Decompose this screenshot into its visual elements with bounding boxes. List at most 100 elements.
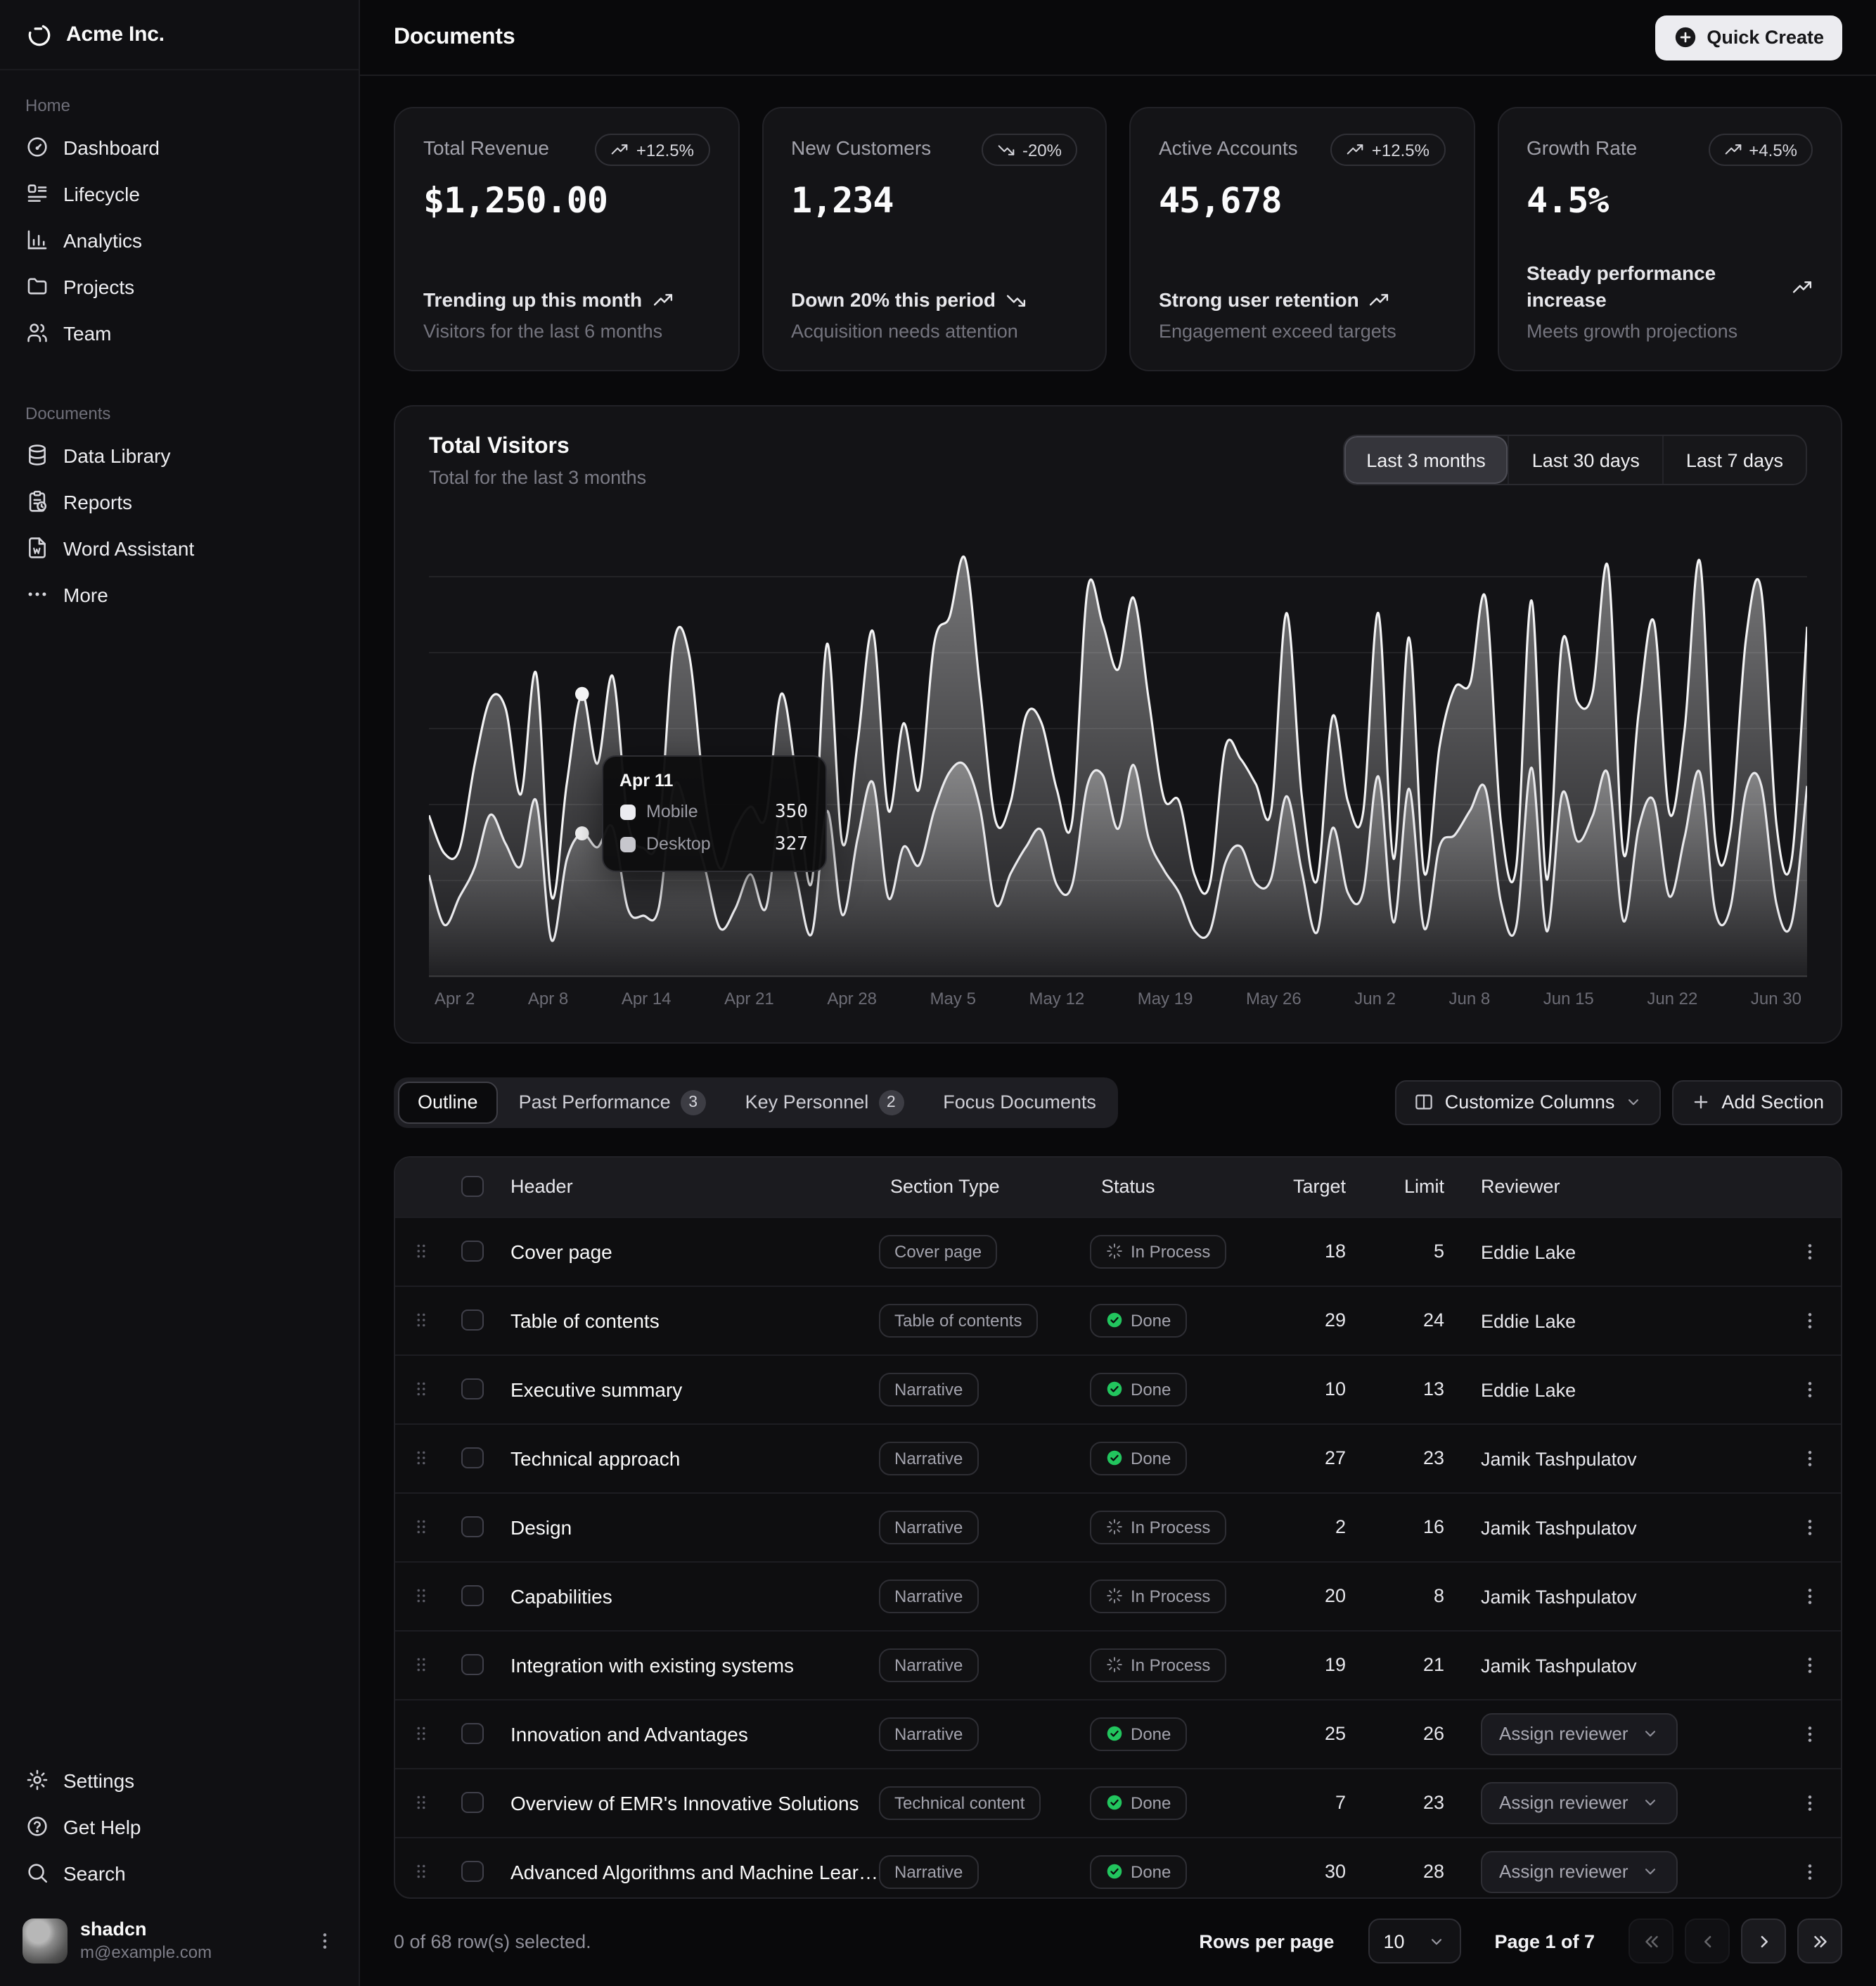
assign-reviewer-select[interactable]: Assign reviewer [1481,1712,1678,1755]
target-value[interactable]: 30 [1261,1861,1360,1882]
target-value[interactable]: 18 [1261,1241,1360,1262]
table-row: Overview of EMR's Innovative Solutions T… [395,1767,1841,1836]
view-tab[interactable]: Focus Documents [925,1081,1114,1123]
drag-handle-icon[interactable] [410,1241,431,1262]
limit-value[interactable]: 23 [1360,1447,1458,1468]
sidebar-footer-item[interactable]: Get Help [14,1803,345,1850]
quick-create-button[interactable]: Quick Create [1655,15,1842,60]
view-tab[interactable]: Past Performance 3 [501,1081,724,1123]
chart-range-option[interactable]: Last 7 days [1662,436,1806,484]
row-checkbox[interactable] [462,1654,484,1676]
area-chart[interactable]: Apr 11 Mobile 350 Desktop 327 [429,513,1807,978]
select-all-checkbox[interactable] [462,1176,484,1198]
limit-value[interactable]: 23 [1360,1792,1458,1813]
sidebar-item[interactable]: Data Library [14,432,345,478]
target-value[interactable]: 29 [1261,1309,1360,1331]
row-menu-button[interactable] [1790,1507,1830,1546]
row-menu-button[interactable] [1790,1576,1830,1615]
view-tab[interactable]: Outline [398,1081,498,1123]
drag-handle-icon[interactable] [410,1792,431,1813]
previous-page-button[interactable] [1685,1918,1730,1963]
limit-value[interactable]: 16 [1360,1516,1458,1537]
limit-value[interactable]: 5 [1360,1241,1458,1262]
row-menu-button[interactable] [1790,1783,1830,1822]
sidebar-item[interactable]: Lifecycle [14,170,345,217]
limit-value[interactable]: 28 [1360,1861,1458,1882]
drag-handle-icon[interactable] [410,1447,431,1468]
tooltip-row: Desktop 327 [619,833,808,854]
target-value[interactable]: 19 [1261,1654,1360,1675]
row-header-title[interactable]: Advanced Algorithms and Machine Learning [499,1860,879,1883]
row-menu-button[interactable] [1790,1300,1830,1340]
row-header-title[interactable]: Innovation and Advantages [499,1722,879,1745]
limit-value[interactable]: 21 [1360,1654,1458,1675]
target-value[interactable]: 20 [1261,1585,1360,1606]
sidebar-item[interactable]: Reports [14,478,345,525]
row-menu-button[interactable] [1790,1645,1830,1684]
sidebar-item[interactable]: Dashboard [14,124,345,170]
drag-handle-icon[interactable] [410,1723,431,1744]
row-menu-button[interactable] [1790,1231,1830,1271]
row-checkbox[interactable] [462,1241,484,1262]
trend-icon [1006,290,1027,311]
sidebar-item[interactable]: Analytics [14,217,345,263]
row-header-title[interactable]: Table of contents [499,1309,879,1331]
customize-columns-button[interactable]: Customize Columns [1396,1080,1662,1125]
limit-value[interactable]: 24 [1360,1309,1458,1331]
rows-per-page-select[interactable]: 10 [1368,1918,1460,1963]
user-menu[interactable]: shadcn m@example.com [11,1910,347,1972]
target-value[interactable]: 10 [1261,1378,1360,1399]
limit-value[interactable]: 26 [1360,1723,1458,1744]
row-header-title[interactable]: Integration with existing systems [499,1653,879,1676]
row-header-title[interactable]: Overview of EMR's Innovative Solutions [499,1791,879,1814]
sidebar-item[interactable]: More [14,571,345,617]
row-header-title[interactable]: Cover page [499,1240,879,1262]
row-checkbox[interactable] [462,1585,484,1607]
drag-handle-icon[interactable] [410,1516,431,1537]
area-chart-svg [429,513,1807,978]
target-value[interactable]: 7 [1261,1792,1360,1813]
limit-value[interactable]: 8 [1360,1585,1458,1606]
columns-icon [1414,1091,1435,1113]
assign-reviewer-select[interactable]: Assign reviewer [1481,1850,1678,1892]
row-menu-button[interactable] [1790,1369,1830,1409]
row-checkbox[interactable] [462,1447,484,1469]
row-menu-button[interactable] [1790,1852,1830,1891]
sidebar-footer-item[interactable]: Settings [14,1757,345,1803]
chart-range-option[interactable]: Last 30 days [1508,436,1662,484]
row-header-title[interactable]: Executive summary [499,1378,879,1400]
chart-range-option[interactable]: Last 3 months [1344,436,1508,484]
add-section-button[interactable]: Add Section [1672,1080,1842,1125]
drag-handle-icon[interactable] [410,1585,431,1606]
row-header-title[interactable]: Capabilities [499,1584,879,1607]
drag-handle-icon[interactable] [410,1654,431,1675]
assign-reviewer-select[interactable]: Assign reviewer [1481,1781,1678,1824]
drag-handle-icon[interactable] [410,1378,431,1399]
view-tab[interactable]: Key Personnel 2 [727,1081,923,1123]
row-checkbox[interactable] [462,1792,484,1814]
row-menu-button[interactable] [1790,1714,1830,1753]
row-checkbox[interactable] [462,1861,484,1883]
sidebar-item[interactable]: Team [14,309,345,356]
target-value[interactable]: 27 [1261,1447,1360,1468]
sidebar-item[interactable]: Word Assistant [14,525,345,571]
row-checkbox[interactable] [462,1723,484,1745]
sidebar-footer-item[interactable]: Search [14,1850,345,1896]
row-checkbox[interactable] [462,1516,484,1538]
row-menu-button[interactable] [1790,1438,1830,1478]
brand[interactable]: Acme Inc. [0,0,359,70]
sidebar-item[interactable]: Projects [14,263,345,309]
first-page-button[interactable] [1628,1918,1673,1963]
target-value[interactable]: 2 [1261,1516,1360,1537]
next-page-button[interactable] [1741,1918,1786,1963]
target-value[interactable]: 25 [1261,1723,1360,1744]
row-checkbox[interactable] [462,1309,484,1331]
last-page-button[interactable] [1797,1918,1842,1963]
view-tabs: Outline Past Performance 3 Key Personnel… [394,1077,1119,1127]
drag-handle-icon[interactable] [410,1309,431,1331]
row-checkbox[interactable] [462,1378,484,1400]
limit-value[interactable]: 13 [1360,1378,1458,1399]
row-header-title[interactable]: Design [499,1516,879,1538]
row-header-title[interactable]: Technical approach [499,1447,879,1469]
drag-handle-icon[interactable] [410,1861,431,1882]
